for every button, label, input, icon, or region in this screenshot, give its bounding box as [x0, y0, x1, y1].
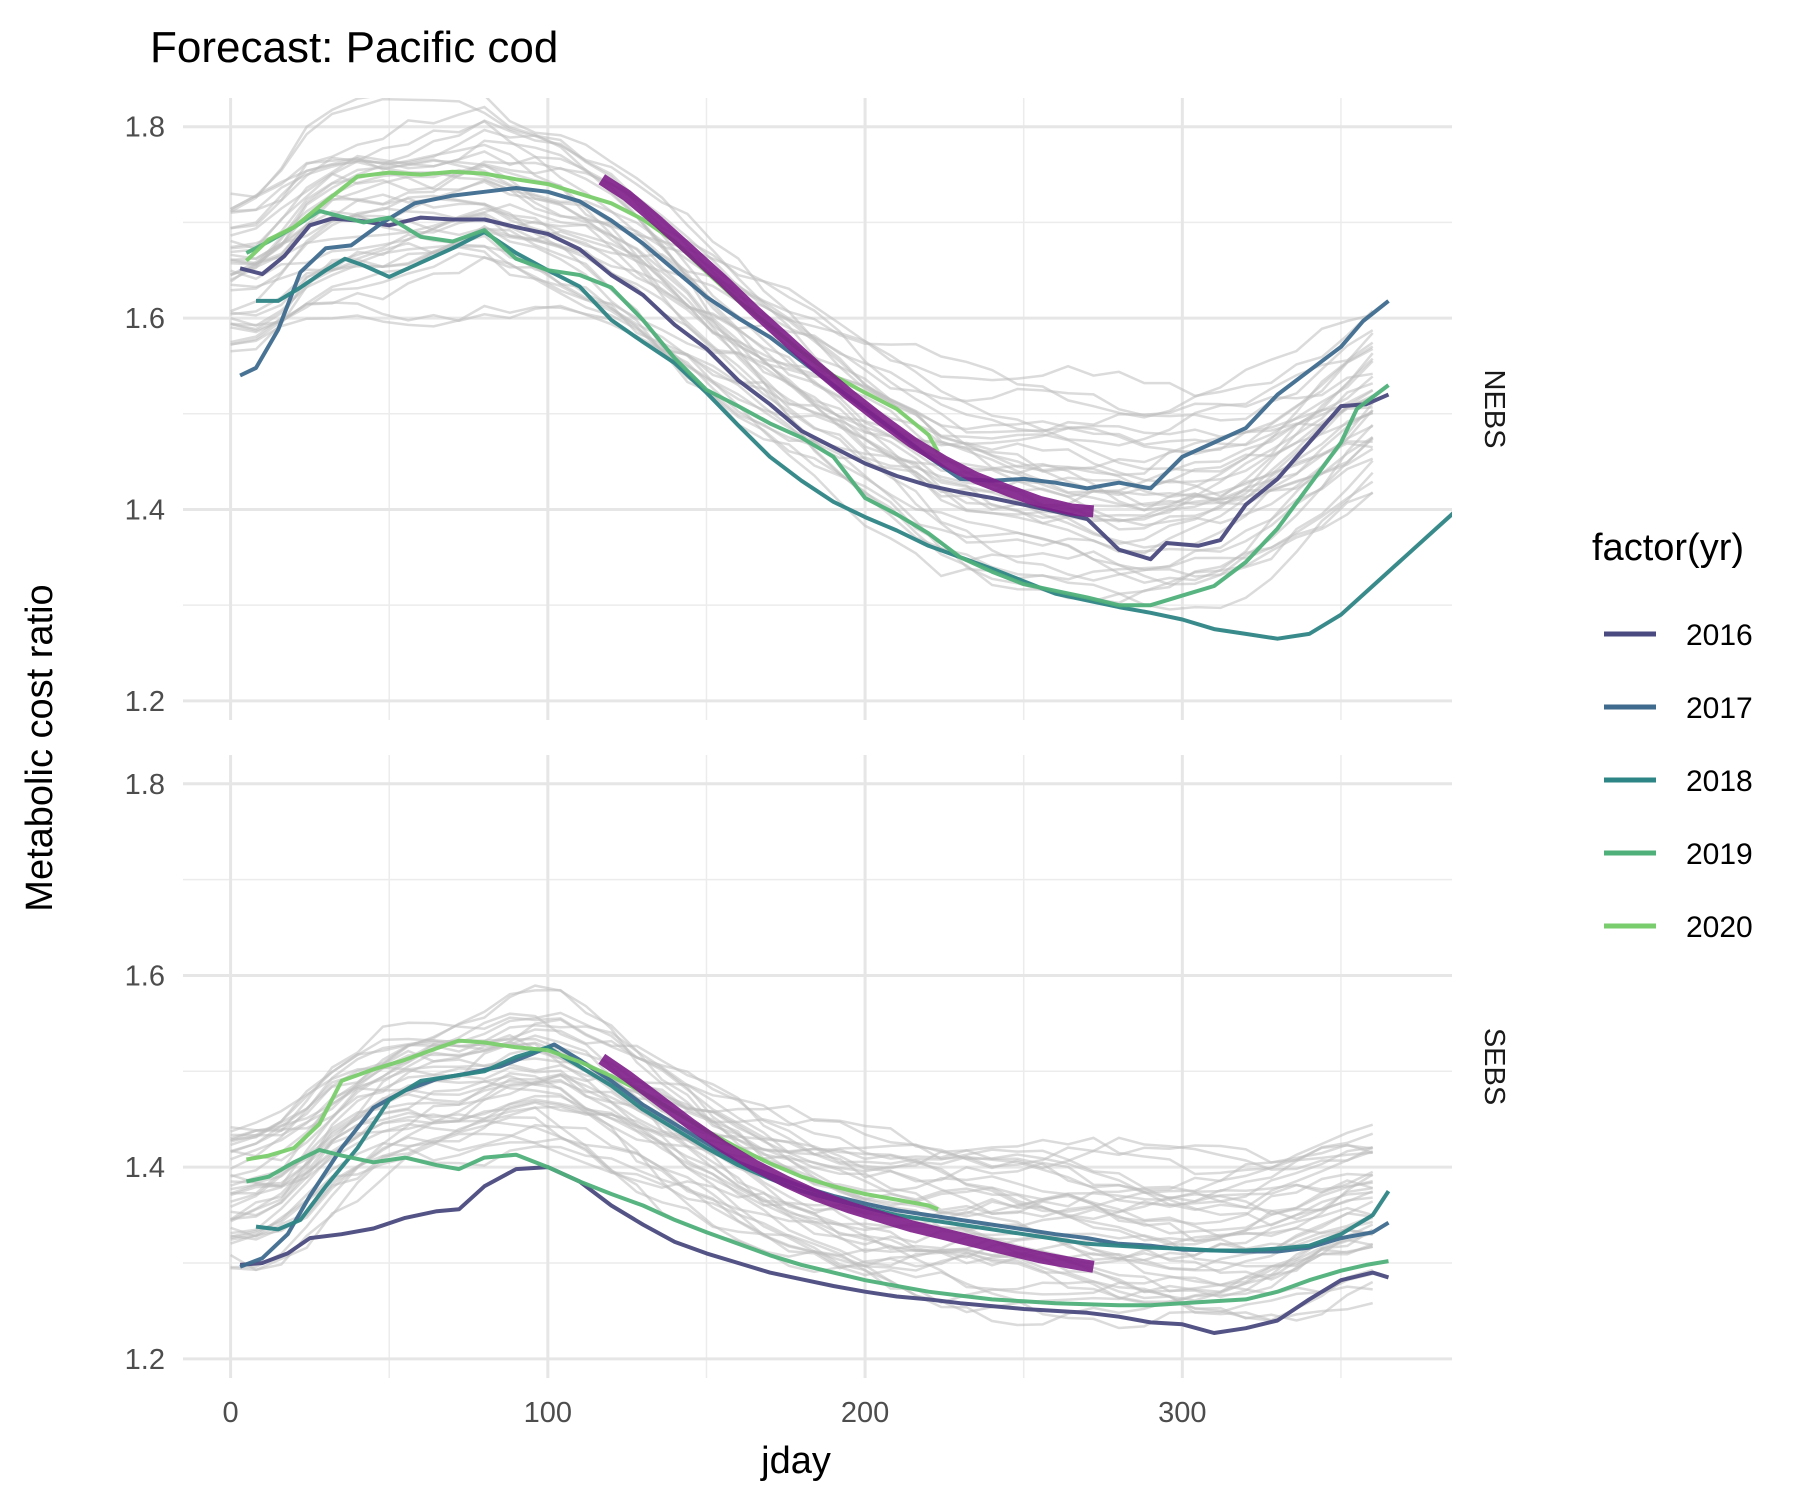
historical-year-line [230, 1057, 1374, 1235]
historical-year-line [230, 139, 1374, 555]
y-tick-label: 1.6 [125, 960, 165, 992]
historical-year-line [230, 1101, 1373, 1246]
historical-year-line [230, 105, 1374, 438]
series-line-2020 [246, 1038, 939, 1212]
legend-label-2020: 2020 [1686, 911, 1753, 944]
historical-year-line [230, 207, 1373, 434]
y-tick-label: 1.8 [125, 769, 165, 801]
series-line-2016 [239, 1165, 1390, 1335]
panel-sebs: 1.2 1.4 1.6 1.8 SEBS [125, 755, 1510, 1378]
series-line-2019 [245, 1147, 1389, 1308]
historical-year-line [230, 241, 1374, 611]
series-line-2018 [256, 230, 1452, 641]
y-tick-label: 1.6 [125, 303, 165, 335]
y-tick-label: 1.2 [125, 686, 165, 718]
legend-label-2019: 2019 [1686, 838, 1753, 871]
y-tick-label: 1.8 [125, 112, 165, 144]
x-axis-title: jday [760, 1440, 831, 1482]
historical-year-line [230, 98, 1374, 512]
series-line-forecast [598, 174, 1095, 518]
x-tick-label: 200 [841, 1397, 889, 1429]
y-axis-title: Metabolic cost ratio [19, 584, 61, 911]
plot-area [229, 98, 1452, 641]
x-tick-label: 100 [524, 1397, 572, 1429]
plot-area [229, 984, 1391, 1335]
x-tick-label: 0 [223, 1397, 239, 1429]
historical-year-line [230, 98, 1374, 473]
legend: factor(yr) 2016 2017 2018 2019 2020 [1592, 527, 1753, 944]
historical-year-line [230, 1073, 1373, 1194]
historical-year-line [230, 1016, 1374, 1212]
historical-year-line [230, 230, 1373, 473]
y-tick-label: 1.2 [125, 1344, 165, 1376]
historical-year-line [230, 1023, 1373, 1207]
historical-year-line [230, 1123, 1373, 1305]
historical-year-line [230, 988, 1373, 1214]
historical-year-line [230, 163, 1374, 512]
historical-year-line [230, 206, 1374, 586]
legend-title: factor(yr) [1592, 527, 1744, 569]
panel-nebs: 1.2 1.4 1.6 1.8 NEBS [125, 98, 1510, 720]
chart-title: Forecast: Pacific cod [150, 23, 558, 72]
panels: 1.2 1.4 1.6 1.8 NEBS 1.2 1.4 1.6 1.8 SEBS 0 100 200 3… [125, 98, 1510, 1429]
y-tick-label: 1.4 [125, 1152, 165, 1184]
y-tick-label: 1.4 [125, 494, 165, 526]
historical-year-line [230, 214, 1374, 507]
historical-year-line [230, 164, 1374, 582]
series-line-2016 [239, 215, 1390, 562]
strip-label: NEBS [1478, 370, 1510, 449]
historical-year-line [230, 159, 1374, 456]
historical-year-line [230, 252, 1374, 511]
historical-year-line [230, 1105, 1374, 1261]
legend-label-2017: 2017 [1686, 692, 1753, 725]
strip-label: SEBS [1478, 1028, 1510, 1105]
historical-year-line [230, 1100, 1373, 1330]
historical-year-line [230, 1028, 1374, 1194]
series-line-forecast [598, 1053, 1095, 1273]
series-line-2019 [245, 208, 1390, 608]
historical-year-line [230, 193, 1374, 422]
legend-label-2016: 2016 [1686, 619, 1753, 652]
x-tick-label: 300 [1158, 1397, 1206, 1429]
historical-year-line [230, 128, 1374, 447]
legend-label-2018: 2018 [1686, 765, 1753, 798]
